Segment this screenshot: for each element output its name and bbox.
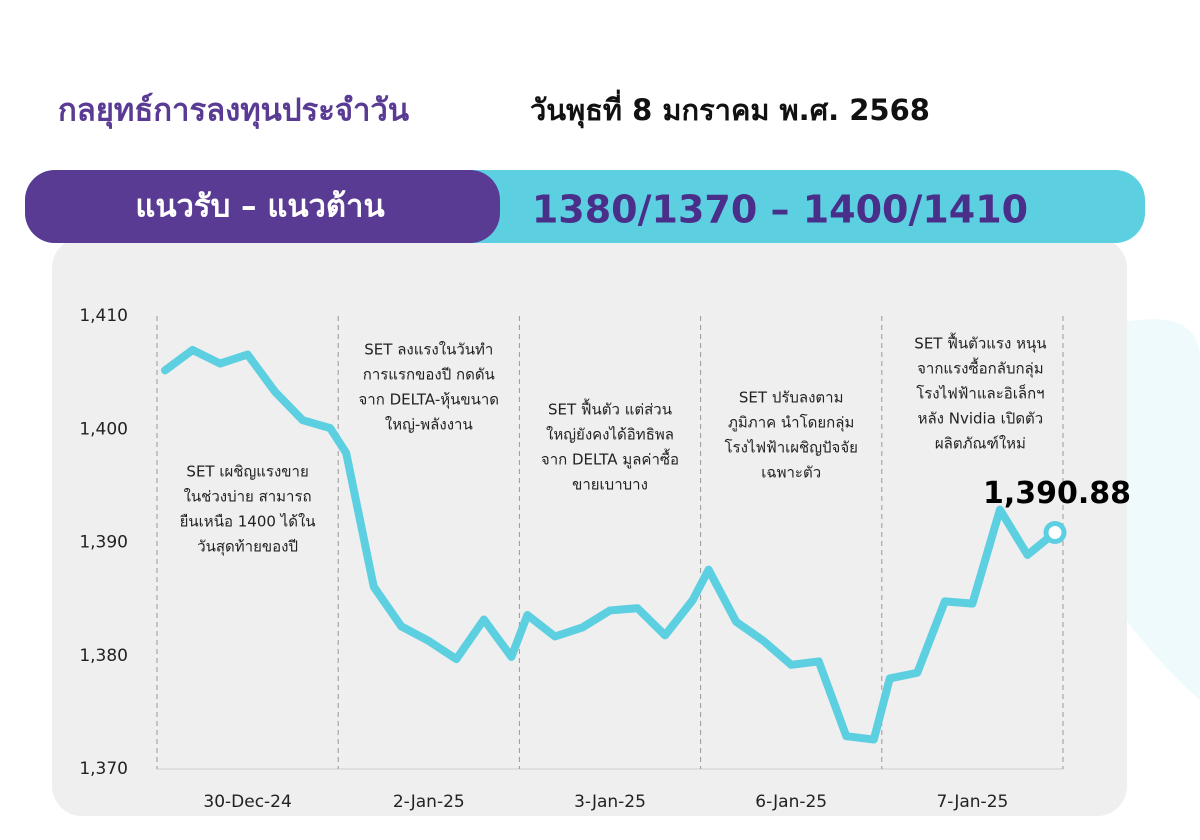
annotation: ขายเบาบาง <box>572 476 648 494</box>
x-tick-label: 7-Jan-25 <box>936 792 1008 812</box>
annotation: ใหญ่ยังคงได้อิทธิพล <box>546 426 674 444</box>
y-tick-label: 1,410 <box>79 306 128 326</box>
annotation: การแรกของปี กดดัน <box>363 366 495 384</box>
banner-label: แนวรับ – แนวต้าน <box>135 189 384 225</box>
chart-card <box>52 238 1127 816</box>
x-tick-label: 30-Dec-24 <box>203 792 291 812</box>
line <box>161 345 1059 744</box>
annotation: หลัง Nvidia เปิดตัว <box>918 410 1044 428</box>
last-value-label: 1,390.88 <box>983 476 1131 511</box>
title: กลยุทธ์การลงทุนประจำวัน <box>58 93 409 130</box>
last-point <box>1043 521 1067 545</box>
annotation: เฉพาะตัว <box>761 464 821 482</box>
annotation: จาก DELTA-หุ้นขนาด <box>359 391 500 410</box>
annotation: ใหญ่-พลังงาน <box>385 416 473 434</box>
annotation: จาก DELTA มูลค่าซื้อ <box>541 449 679 469</box>
annotation: โรงไฟฟ้าและอิเล็กฯ <box>916 384 1044 403</box>
x-tick-label: 3-Jan-25 <box>574 792 646 812</box>
annotation: ผลิตภัณฑ์ใหม่ <box>935 435 1026 453</box>
annotation: SET ลงแรงในวันทำ <box>364 341 493 359</box>
annotation: ในช่วงบ่าย สามารถ <box>184 488 312 506</box>
annotation: SET ฟื้นตัวแรง หนุน <box>914 333 1046 354</box>
x-tick-label: 2-Jan-25 <box>393 792 465 812</box>
x-tick-label: 6-Jan-25 <box>755 792 827 812</box>
date: วันพุธที่ 8 มกราคม พ.ศ. 2568 <box>530 89 930 128</box>
annotation: SET ปรับลงตาม <box>739 389 844 407</box>
y-tick-label: 1,380 <box>79 646 128 666</box>
annotation: วันสุดท้ายของปี <box>197 538 298 557</box>
y-tick-label: 1,370 <box>79 759 128 779</box>
annotation: จากแรงซื้อกลับกลุ่ม <box>917 358 1044 379</box>
annotation: ภูมิภาค นำโดยกลุ่ม <box>728 414 854 433</box>
banner-label-box <box>25 170 500 243</box>
annotation: โรงไฟฟ้าเผชิญปัจจัย <box>724 439 857 457</box>
y-tick-label: 1,390 <box>79 533 128 553</box>
y-tick-label: 1,400 <box>79 419 128 439</box>
annotation: SET ฟื้นตัว แต่ส่วน <box>548 399 672 419</box>
annotation: SET เผชิญแรงขาย <box>186 463 308 481</box>
annotation: ยืนเหนือ 1400 ได้ใน <box>179 513 315 531</box>
banner-value: 1380/1370 – 1400/1410 <box>532 188 1028 232</box>
